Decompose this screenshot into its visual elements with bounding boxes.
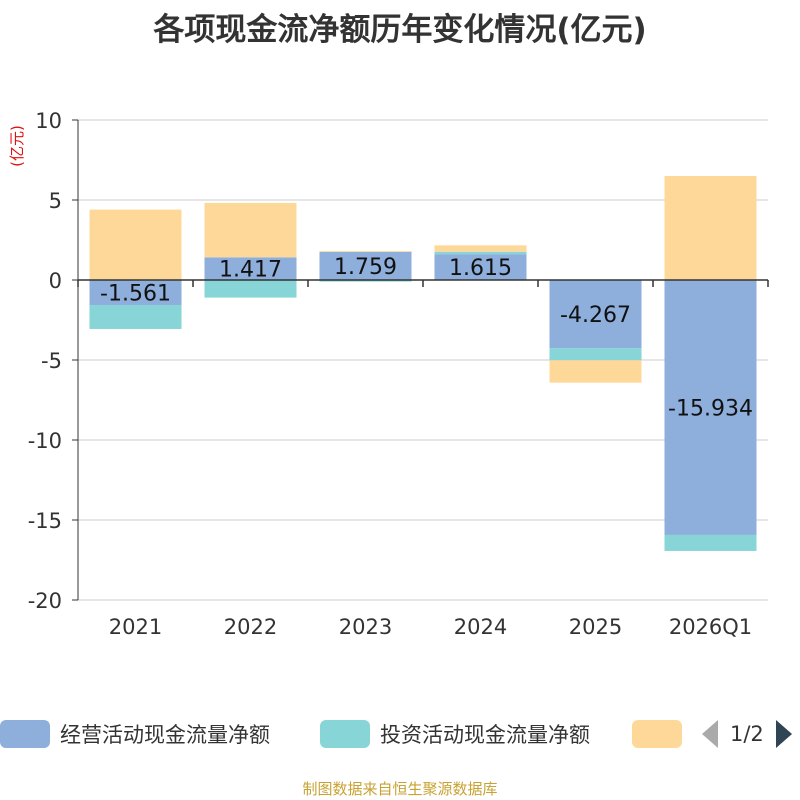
x-tick-label: 2022 <box>224 615 277 639</box>
bar-investing-2025 <box>549 348 642 361</box>
y-axis-label: (亿元) <box>8 125 26 167</box>
bar-operating-2024 <box>434 254 527 280</box>
bar-financing-2024 <box>434 245 527 252</box>
data-label: 1.417 <box>219 258 282 283</box>
data-source-note: 制图数据来自恒生聚源数据库 <box>302 780 498 798</box>
bar-operating-2022 <box>204 257 297 280</box>
y-tick-label: -10 <box>28 429 62 453</box>
bar-operating-2021 <box>89 280 182 305</box>
bar-financing-2022 <box>204 202 297 258</box>
bar-financing-2025 <box>549 360 642 383</box>
data-label: -4.267 <box>560 303 631 328</box>
bar-operating-2023 <box>319 251 412 280</box>
legend-swatch-investing <box>320 720 370 748</box>
data-label: 1.615 <box>449 256 512 281</box>
legend-next-arrow-icon[interactable] <box>775 720 792 748</box>
legend-label-operating: 经营活动现金流量净额 <box>60 723 270 747</box>
legend-page-indicator: 1/2 <box>730 722 764 746</box>
legend: 经营活动现金流量净额 投资活动现金流量净额 1/2 <box>0 716 800 752</box>
bar-investing-2024 <box>434 251 527 255</box>
legend-swatch-operating <box>0 720 50 748</box>
bar-investing-2021 <box>89 304 182 329</box>
x-tick-label: 2024 <box>454 615 507 639</box>
y-tick-label: -15 <box>28 509 62 533</box>
legend-swatch-financing <box>632 720 682 748</box>
data-label: 1.759 <box>334 255 397 280</box>
data-label: -15.934 <box>668 396 753 421</box>
legend-item-investing[interactable]: 投资活动现金流量净额 <box>320 716 590 752</box>
bar-investing-2023 <box>319 280 412 282</box>
y-tick-label: 0 <box>49 269 62 293</box>
bar-financing-2021 <box>89 209 182 280</box>
data-label: -1.561 <box>100 281 171 306</box>
x-tick-label: 2023 <box>339 615 392 639</box>
bar-investing-2022 <box>204 280 297 298</box>
y-tick-label: -5 <box>41 349 62 373</box>
legend-pager: 1/2 <box>702 716 792 752</box>
legend-item-operating[interactable]: 经营活动现金流量净额 <box>0 716 270 752</box>
x-tick-label: 2021 <box>109 615 162 639</box>
x-tick-label: 2025 <box>569 615 622 639</box>
bar-investing-2026Q1 <box>664 534 757 551</box>
legend-label-investing: 投资活动现金流量净额 <box>380 723 590 747</box>
y-tick-label: 10 <box>35 109 62 133</box>
legend-prev-arrow-icon[interactable] <box>702 720 718 748</box>
y-tick-label: 5 <box>49 189 62 213</box>
bar-financing-2023 <box>319 251 412 252</box>
legend-item-financing[interactable] <box>632 716 682 752</box>
chart-title: 各项现金流净额历年变化情况(亿元) <box>153 12 647 48</box>
bar-operating-2025 <box>549 280 642 349</box>
chart-area: 10 5 0 -5 -10 -15 -20 (亿元) 2021 2022 2023 2024 2025 2… <box>8 109 769 639</box>
bar-operating-2026Q1 <box>664 280 757 535</box>
y-tick-label: -20 <box>28 589 62 613</box>
bar-financing-2026Q1 <box>664 176 757 280</box>
x-tick-label: 2026Q1 <box>669 615 752 639</box>
